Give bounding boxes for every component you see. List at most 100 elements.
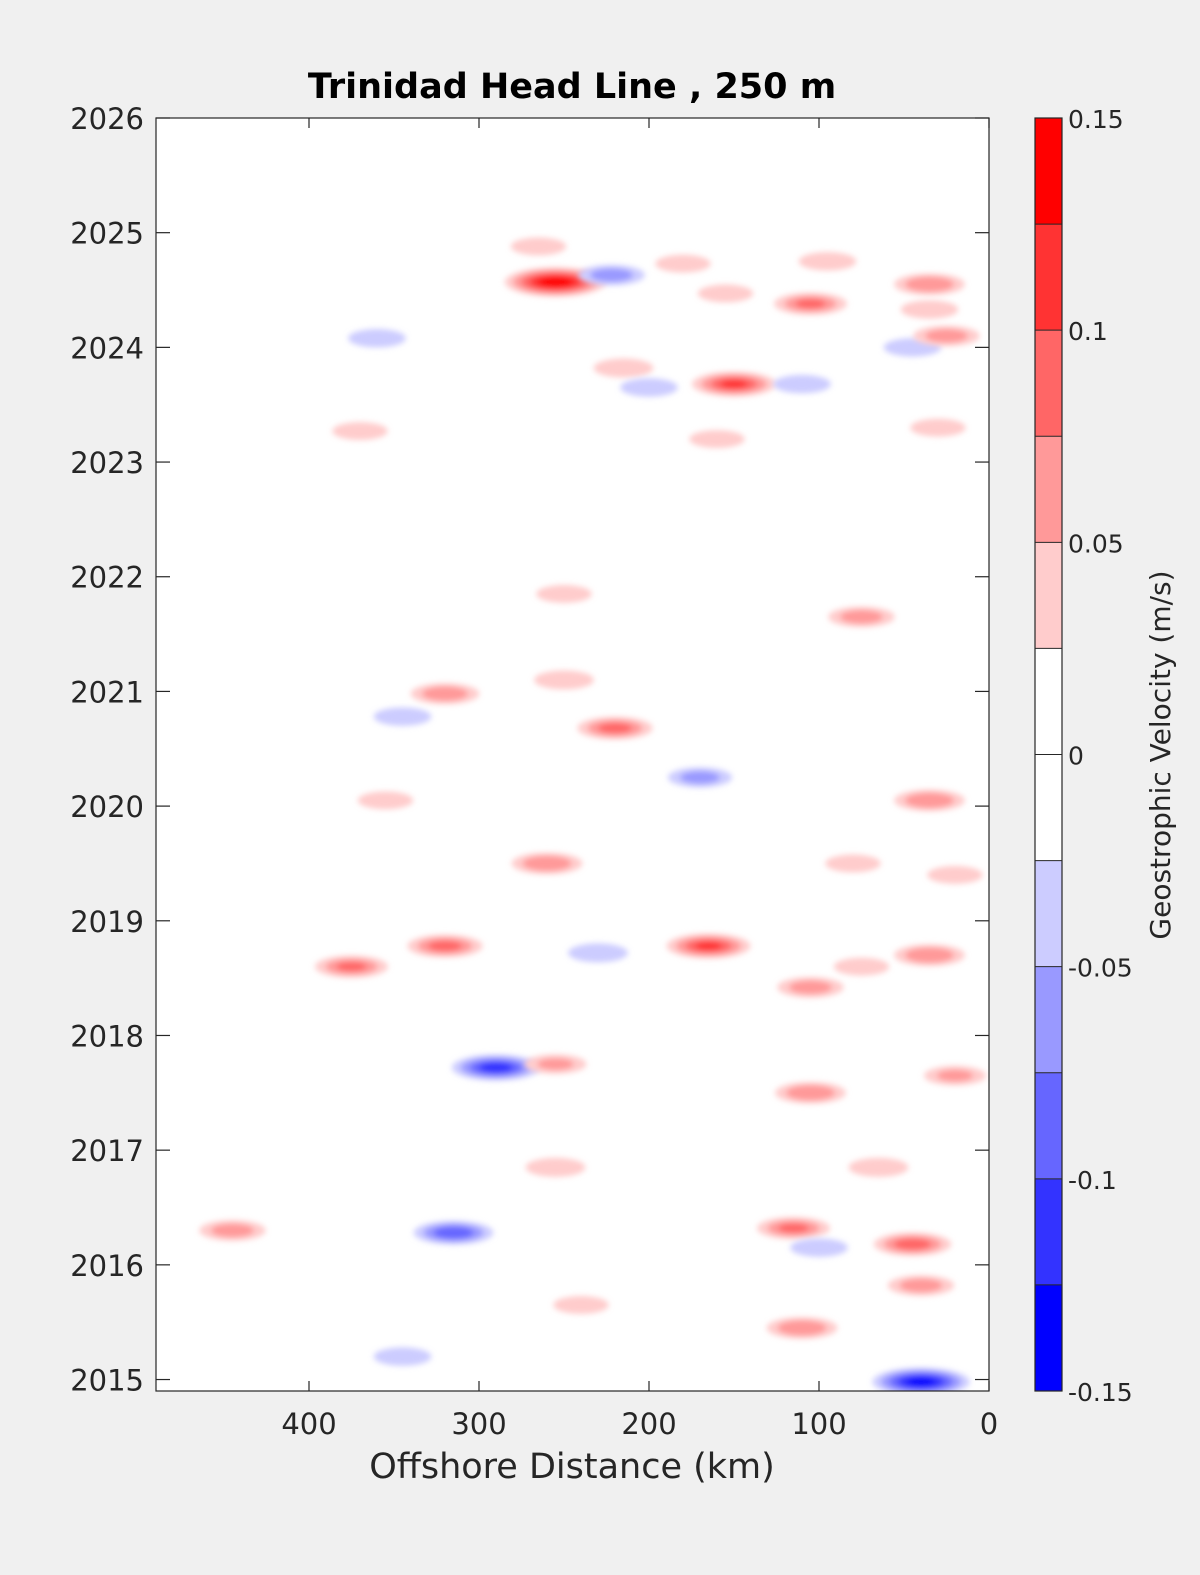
positive-velocity-contour — [798, 252, 857, 271]
contour-level — [927, 865, 983, 884]
positive-velocity-contour — [577, 716, 653, 740]
contour-level — [786, 1085, 835, 1101]
positive-velocity-contour — [357, 791, 414, 810]
contour-level — [840, 610, 883, 624]
colorbar-tick-label: 0.15 — [1068, 105, 1124, 134]
contour-level — [848, 1157, 909, 1177]
positive-velocity-contour — [332, 422, 388, 441]
negative-velocity-contour — [413, 1220, 494, 1245]
contour-level — [522, 855, 572, 871]
contour-level — [900, 300, 959, 319]
contour-level — [798, 252, 857, 271]
y-tick-label: 2024 — [70, 331, 144, 365]
contour-level — [538, 277, 573, 287]
contour-level — [525, 1157, 586, 1177]
x-tick-label: 0 — [980, 1407, 998, 1441]
negative-velocity-contour — [667, 767, 733, 788]
positive-velocity-contour — [887, 1275, 955, 1296]
negative-velocity-contour — [620, 378, 678, 397]
contour-level — [899, 1278, 943, 1293]
contour-level — [537, 1058, 574, 1070]
colorbar-segment — [1035, 330, 1062, 437]
contour-level — [789, 980, 832, 994]
colorbar-tick-label: 0.05 — [1068, 529, 1124, 558]
colorbar-label: Geostrophic Velocity (m/s) — [1144, 570, 1177, 939]
positive-velocity-contour — [199, 1220, 266, 1241]
y-tick-label: 2026 — [70, 102, 144, 136]
x-tick-label: 300 — [451, 1407, 506, 1441]
contour-level — [433, 1226, 474, 1239]
positive-velocity-contour — [910, 418, 966, 437]
positive-velocity-contour — [553, 1296, 609, 1314]
positive-velocity-contour — [536, 585, 592, 603]
positive-velocity-contour — [757, 1217, 830, 1240]
y-tick-label: 2015 — [70, 1364, 144, 1398]
positive-velocity-contour — [927, 865, 983, 884]
contour-level — [689, 430, 745, 449]
contour-level — [655, 254, 711, 273]
positive-velocity-contour — [848, 1157, 909, 1177]
positive-velocity-contour — [894, 789, 965, 812]
contour-level — [332, 422, 388, 441]
y-tick-label: 2020 — [70, 790, 144, 824]
contour-level — [894, 1238, 931, 1250]
contour-level — [593, 358, 654, 378]
contour-level — [936, 1069, 974, 1082]
contour-level — [336, 962, 367, 972]
chart-title: Trinidad Head Line , 250 m — [308, 67, 836, 107]
positive-velocity-contour — [894, 273, 965, 296]
positive-velocity-contour — [924, 1065, 986, 1086]
colorbar-segment — [1035, 1284, 1062, 1391]
colorbar-segment — [1035, 542, 1062, 649]
contour-level — [905, 276, 954, 292]
x-tick-label: 400 — [281, 1407, 336, 1441]
colorbar-frame — [1034, 117, 1063, 1392]
colorbar: 0.15 0.1 0.05 0 -0.05 -0.1 -0.15 — [1034, 105, 1133, 1407]
contour-level — [510, 237, 567, 256]
positive-velocity-contour — [511, 852, 583, 875]
positive-velocity-contour — [900, 300, 959, 319]
negative-velocity-contour — [872, 1367, 970, 1391]
negative-velocity-contour — [773, 374, 831, 394]
contour-level — [795, 299, 826, 309]
plot-area — [156, 118, 989, 1391]
contour-level — [695, 942, 722, 951]
colorbar-tick-label: -0.05 — [1068, 954, 1133, 983]
colorbar-tick-label: -0.15 — [1068, 1378, 1133, 1407]
contour-level — [590, 268, 633, 282]
contour-level — [790, 1238, 848, 1257]
positive-velocity-contour — [510, 237, 567, 256]
positive-velocity-contour — [525, 1157, 586, 1177]
x-axis-label: Offshore Distance (km) — [369, 1447, 775, 1487]
positive-velocity-contour — [825, 854, 881, 873]
contour-level — [357, 791, 414, 810]
y-tick-label: 2021 — [70, 675, 144, 709]
y-tick-label: 2023 — [70, 446, 144, 480]
contour-level — [536, 585, 592, 603]
colorbar-tick-label: -0.1 — [1068, 1166, 1117, 1195]
positive-velocity-contour — [697, 284, 754, 303]
colorbar-segment — [1035, 754, 1062, 861]
negative-velocity-contour — [373, 1347, 432, 1366]
contour-level — [910, 418, 966, 437]
positive-velocity-contour — [913, 325, 980, 347]
positive-velocity-contour — [873, 1232, 952, 1256]
x-axis: 400 300 200 100 0 — [281, 118, 998, 1441]
contour-level — [773, 374, 831, 394]
colorbar-segment — [1035, 966, 1062, 1073]
colorbar-segment — [1035, 224, 1062, 331]
contour-level — [680, 771, 720, 784]
x-tick-label: 100 — [791, 1407, 846, 1441]
y-axis: 2015 2016 2017 2018 2019 2020 2021 2022 2023 2024… — [70, 102, 989, 1398]
positive-velocity-contour — [833, 957, 890, 976]
positive-velocity-contour — [593, 358, 654, 378]
contour-level — [778, 1223, 809, 1233]
positive-velocity-contour — [410, 683, 480, 705]
contour-level — [720, 380, 748, 389]
contour-level — [905, 947, 954, 963]
contour-level — [905, 792, 954, 808]
negative-velocity-contour — [451, 1054, 541, 1081]
contour-level — [479, 1062, 513, 1073]
contour-level — [373, 707, 432, 726]
